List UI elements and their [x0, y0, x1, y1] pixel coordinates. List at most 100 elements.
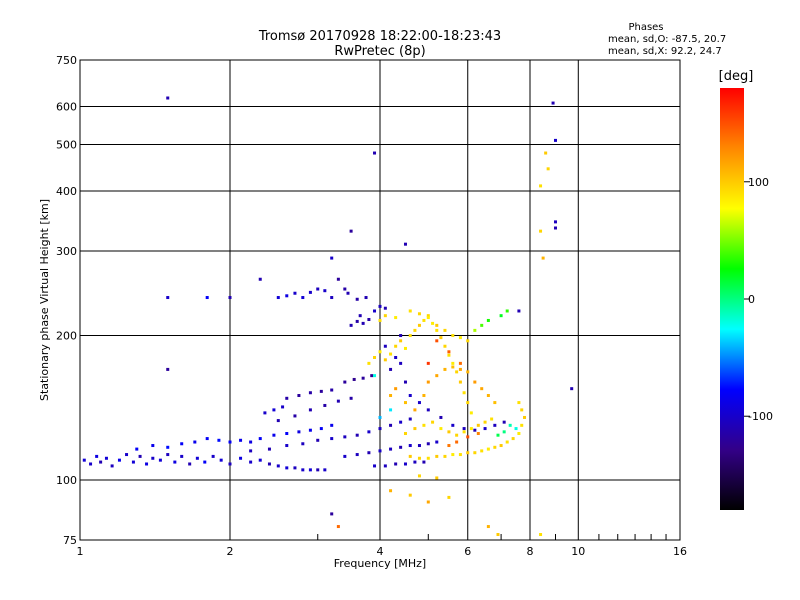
x-tick-label: 4 [377, 545, 384, 558]
data-point [389, 352, 393, 356]
data-point [408, 417, 412, 421]
data-point [486, 447, 490, 451]
data-point [455, 370, 459, 374]
data-point [408, 394, 412, 398]
data-point [258, 458, 262, 462]
data-point [553, 220, 557, 224]
data-point [435, 374, 439, 378]
data-point [383, 314, 387, 318]
data-point [476, 423, 480, 427]
data-point [408, 309, 412, 313]
data-point [399, 334, 403, 338]
data-point [422, 423, 426, 427]
data-point [228, 462, 232, 466]
data-point [417, 444, 421, 448]
x-tick-label: 16 [673, 545, 687, 558]
stats-title: Phases [628, 22, 663, 33]
data-point [301, 468, 305, 472]
data-point [466, 435, 470, 439]
data-point [358, 314, 362, 318]
data-point [466, 451, 470, 455]
data-point [336, 277, 340, 281]
data-point [499, 444, 503, 448]
data-point [394, 355, 398, 359]
data-point [520, 423, 524, 427]
data-point [378, 449, 382, 453]
data-point [417, 323, 421, 327]
data-point [180, 454, 184, 458]
data-point [281, 405, 285, 409]
data-point [553, 226, 557, 230]
chart-title: Tromsø 20170928 18:22:00-18:23:43 [258, 29, 501, 44]
data-point [249, 440, 253, 444]
data-point [496, 433, 500, 437]
data-point [403, 401, 407, 405]
grid-lines [80, 60, 680, 540]
data-point [285, 444, 289, 448]
data-point [546, 167, 550, 171]
data-point [367, 317, 371, 321]
data-point [466, 370, 470, 374]
data-point [316, 287, 320, 291]
data-point [89, 462, 93, 466]
data-point [166, 367, 170, 371]
chart-subtitle: RwPretec (8p) [334, 44, 425, 59]
data-point [417, 401, 421, 405]
data-point [166, 96, 170, 100]
data-point [439, 415, 443, 419]
data-point [166, 296, 170, 300]
data-point [383, 464, 387, 468]
data-point [389, 447, 393, 451]
data-point [336, 525, 340, 529]
data-point [394, 316, 398, 320]
data-point [95, 454, 99, 458]
data-point [486, 525, 490, 529]
data-point [343, 380, 347, 384]
data-point [272, 408, 276, 412]
data-point [447, 353, 451, 357]
data-point [426, 314, 430, 318]
data-point [151, 444, 155, 448]
data-point [413, 328, 417, 332]
data-point [293, 414, 297, 418]
data-point [352, 377, 356, 381]
data-point [343, 454, 347, 458]
y-tick-label: 200 [56, 330, 77, 343]
data-point [330, 296, 334, 300]
data-point [480, 387, 484, 391]
x-axis-label: Frequency [MHz] [334, 557, 426, 570]
data-point [355, 453, 359, 457]
data-point [403, 346, 407, 350]
data-point [349, 229, 353, 233]
data-point [272, 433, 276, 437]
y-tick-label: 500 [56, 139, 77, 152]
data-point [203, 460, 207, 464]
data-point [285, 294, 289, 298]
data-point [239, 456, 243, 460]
data-point [439, 427, 443, 431]
data-point [476, 432, 480, 436]
data-point [349, 396, 353, 400]
data-point [403, 242, 407, 246]
data-point [553, 138, 557, 142]
data-point [343, 435, 347, 439]
data-point [455, 433, 459, 437]
data-point [336, 399, 340, 403]
y-tick-label: 400 [56, 185, 77, 198]
data-point [426, 456, 430, 460]
data-point [451, 423, 455, 427]
data-point [458, 336, 462, 340]
data-point [82, 458, 86, 462]
data-point [403, 462, 407, 466]
data-point [483, 420, 487, 424]
data-point [173, 460, 177, 464]
data-point [285, 432, 289, 436]
data-point [499, 314, 503, 318]
data-point [517, 309, 521, 313]
data-point [447, 495, 451, 499]
data-point [367, 430, 371, 434]
data-point [413, 460, 417, 464]
data-point [361, 376, 365, 380]
data-point [180, 442, 184, 446]
